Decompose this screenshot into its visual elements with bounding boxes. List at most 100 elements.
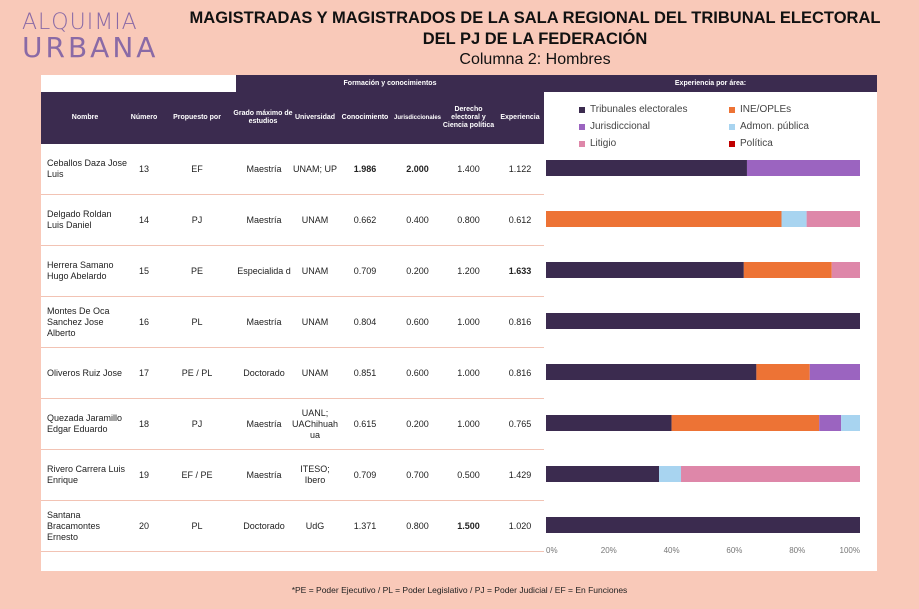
- col-header-conocimiento: Conocimiento: [341, 114, 389, 121]
- table-row: Herrera Samano Hugo Abelardo 15 PE Especial…: [41, 246, 544, 297]
- x-tick-label: 100%: [840, 546, 860, 555]
- cell-derecho: 1.200: [457, 265, 480, 276]
- bar-segment-1-row-4: [756, 364, 810, 380]
- bar-segment-0-row-7: [546, 517, 860, 533]
- legend-label: Litigio: [590, 138, 617, 149]
- data-panel: Formación y conocimientos Experiencia po…: [41, 75, 877, 571]
- cell-experiencia: 0.612: [508, 214, 532, 225]
- cell-jurisdiccionales: 0.600: [406, 367, 429, 378]
- page-subtitle: Columna 2: Hombres: [459, 51, 611, 68]
- cell-universidad: UNAM: [301, 316, 329, 327]
- x-tick-label: 40%: [664, 546, 680, 555]
- bar-segment-4-row-6: [681, 466, 860, 482]
- col-header-derecho: Derecho electoral y Ciencia política: [442, 106, 495, 129]
- cell-numero: 18: [138, 418, 149, 429]
- footer-note: *PE = Poder Ejecutivo / PL = Poder Legis…: [291, 585, 628, 595]
- col-header-propuesto: Propuesto por: [173, 114, 221, 121]
- cell-derecho: 1.500: [457, 520, 480, 531]
- chart-legend: Tribunales electorales INE/OPLEs Jurisdi…: [579, 104, 869, 154]
- page-title-line1: MAGISTRADAS Y MAGISTRADOS DE LA SALA REG…: [189, 9, 881, 27]
- cell-derecho: 0.500: [457, 469, 480, 480]
- x-tick-label: 60%: [726, 546, 742, 555]
- cell-grado: Doctorado: [243, 520, 285, 531]
- cell-conocimiento: 1.371: [353, 520, 377, 531]
- cell-nombre: Herrera Samano Hugo Abelardo: [47, 260, 114, 281]
- cell-propuesto: PE: [190, 265, 203, 276]
- bar-segment-0-row-5: [546, 415, 672, 431]
- col-header-nombre: Nombre: [71, 114, 99, 121]
- cell-nombre: Rivero Carrera Luis Enrique: [47, 464, 126, 485]
- legend-label: Jurisdiccional: [590, 121, 651, 132]
- cell-jurisdiccionales: 0.400: [406, 214, 429, 225]
- legend-item: Jurisdiccional: [579, 121, 650, 132]
- cell-derecho: 1.400: [457, 163, 480, 174]
- cell-propuesto: PL: [191, 316, 203, 327]
- bar-segment-2-row-5: [819, 415, 842, 431]
- cell-experiencia: 1.429: [508, 469, 532, 480]
- legend-swatch: [729, 123, 735, 130]
- group-header-formacion: Formación y conocimientos: [236, 75, 544, 92]
- cell-universidad: UNAM; UP: [293, 163, 338, 174]
- cell-jurisdiccionales: 0.700: [406, 469, 429, 480]
- bar-segment-0-row-2: [546, 262, 744, 278]
- cell-numero: 20: [138, 520, 149, 531]
- cell-conocimiento: 0.615: [353, 418, 377, 429]
- cell-jurisdiccionales: 0.800: [406, 520, 429, 531]
- cell-grado: Maestría: [246, 316, 282, 327]
- bar-segment-1-row-5: [671, 415, 820, 431]
- cell-numero: 14: [138, 214, 149, 225]
- table-row: Rivero Carrera Luis Enrique 19 EF / PE Maes…: [41, 450, 544, 501]
- cell-propuesto: EF: [191, 163, 203, 174]
- cell-numero: 17: [138, 367, 149, 378]
- col-header-universidad: Universidad: [294, 114, 336, 121]
- col-header-experiencia: Experiencia: [500, 114, 540, 121]
- cell-nombre: Delgado Roldan Luis Daniel: [47, 209, 112, 230]
- logo-line2: URBANA: [22, 31, 159, 64]
- table-row: Ceballos Daza Jose Luis 13 EF Maestría UNAM;…: [41, 144, 544, 195]
- bar-segment-1-row-1: [546, 211, 782, 227]
- cell-propuesto: PL: [191, 520, 203, 531]
- cell-jurisdiccionales: 0.200: [406, 418, 429, 429]
- cell-derecho: 1.000: [457, 367, 480, 378]
- bar-segment-4-row-1: [806, 211, 860, 227]
- cell-universidad: UANL; UAChihuah ua: [291, 407, 339, 440]
- legend-swatch: [729, 106, 735, 113]
- cell-universidad: UdG: [305, 520, 325, 531]
- cell-nombre: Oliveros Ruiz Jose: [47, 367, 123, 378]
- bar-segment-3-row-1: [781, 211, 807, 227]
- cell-jurisdiccionales: 2.000: [406, 163, 429, 174]
- table-row: Delgado Roldan Luis Daniel 14 PJ Maestría UN…: [41, 195, 544, 246]
- logo: ALQUIMIA URBANA: [22, 10, 159, 64]
- cell-grado: Maestría: [246, 418, 282, 429]
- legend-item: Política: [729, 138, 773, 149]
- cell-numero: 15: [138, 265, 149, 276]
- legend-label: INE/OPLEs: [740, 104, 792, 115]
- cell-experiencia: 0.816: [508, 367, 532, 378]
- cell-experiencia: 0.816: [508, 316, 532, 327]
- bar-segment-3-row-5: [841, 415, 860, 431]
- cell-jurisdiccionales: 0.200: [406, 265, 429, 276]
- bar-segment-2-row-0: [746, 160, 860, 176]
- cell-universidad: ITESO; Ibero: [300, 464, 330, 485]
- cell-derecho: 1.000: [457, 316, 480, 327]
- logo-line1: ALQUIMIA: [22, 10, 138, 35]
- cell-derecho: 0.800: [457, 214, 480, 225]
- cell-numero: 19: [138, 469, 149, 480]
- cell-conocimiento: 1.986: [353, 163, 377, 174]
- col-header-grado: Grado máximo de estudios: [233, 110, 293, 125]
- bar-segment-1-row-2: [743, 262, 832, 278]
- cell-propuesto: PJ: [191, 214, 203, 225]
- table-row: Quezada Jaramillo Edgar Eduardo 18 PJ Maest…: [41, 399, 544, 450]
- cell-propuesto: EF / PE: [181, 469, 213, 480]
- stacked-bar-chart: 0% 20% 40% 60% 80% 100%: [546, 160, 860, 555]
- legend-label: Tribunales electorales: [590, 104, 688, 115]
- cell-experiencia: 1.020: [508, 520, 532, 531]
- bar-segment-0-row-3: [546, 313, 860, 329]
- col-header-jurisdiccionales: Jurisdiccionales: [393, 115, 442, 121]
- table-row: Santana Bracamontes Ernesto 20 PL Doctorado…: [41, 501, 544, 552]
- legend-label: Política: [740, 138, 773, 149]
- cell-jurisdiccionales: 0.600: [406, 316, 429, 327]
- bar-segment-4-row-2: [831, 262, 860, 278]
- table-row: Montes De Oca Sanchez Jose Alberto 16 PL Ma…: [41, 297, 544, 348]
- cell-nombre: Santana Bracamontes Ernesto: [47, 509, 101, 542]
